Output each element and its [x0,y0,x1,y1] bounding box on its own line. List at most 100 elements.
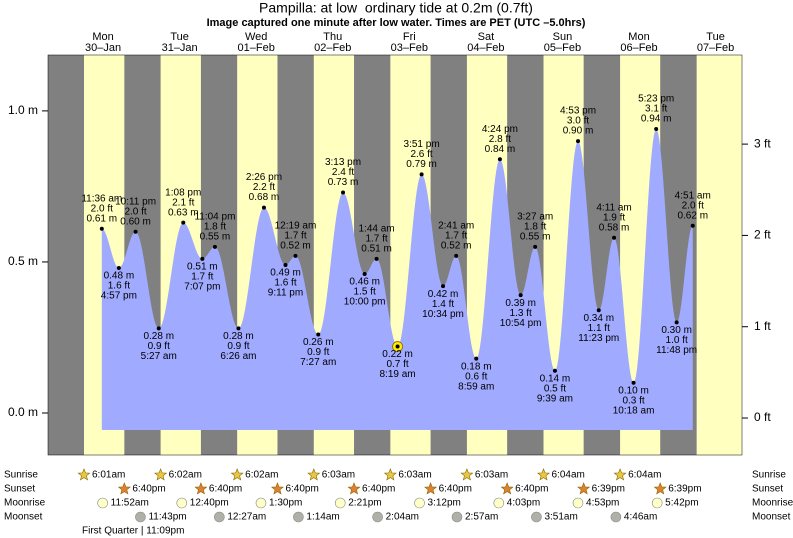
day-date: 07–Feb [697,42,734,54]
tide-label: 4:57 pm [101,291,137,302]
event-icon [451,511,463,523]
tide-label: 2.0 ft [682,200,704,211]
event-icon [194,482,208,495]
tide-label: 5:27 am [141,351,177,362]
row-label: Moonrise [752,498,793,509]
event-icon [460,468,474,481]
event-time: 6:40pm [132,484,165,495]
tide-label: 2:41 am [438,221,474,232]
chart-title: Pampilla: at low ordinary tide at 0.2m (… [259,0,533,16]
tide-point [362,272,367,277]
row-label: Moonset [752,512,791,523]
day-date: 06–Feb [620,42,657,54]
event-time: 6:39pm [668,484,701,495]
tide-label: 8:19 am [379,369,415,380]
tide-label: 0.62 m [677,210,708,221]
tide-point [261,205,266,210]
y2-tick-label: 3 ft [754,136,771,150]
tide-label: 1.0 ft [666,335,688,346]
day-date: 30–Jan [85,42,121,54]
tide-label: 1.4 ft [432,299,454,310]
event-icon [372,511,383,523]
y2-tick-label: 2 ft [754,228,771,242]
tide-label: 0.55 m [200,231,231,242]
event-icon [230,468,244,481]
tide-point [419,172,424,177]
tide-point [631,380,636,385]
tide-label: 0.3 ft [622,395,644,406]
tide-point [99,226,104,231]
event-icon [270,482,284,495]
event-time: 6:02am [245,470,278,481]
tide-label: 0.9 ft [227,341,249,352]
event-icon [500,482,514,495]
event-time: 6:01am [92,470,125,481]
event-time: 11:43pm [148,512,186,523]
event-time: 6:40pm [362,484,395,495]
tide-label: 2.2 ft [253,182,275,193]
tide-label: 2.4 ft [332,167,354,178]
event-icon [154,468,168,481]
tide-label: 0.18 m [461,361,492,372]
tide-label: 11:04 pm [194,211,235,222]
event-icon [307,468,321,481]
event-icon [537,468,551,481]
y2-tick-label: 0 ft [754,410,771,424]
day-date: 31–Jan [162,42,198,54]
tide-label: 1.6 ft [274,278,296,289]
event-time: 2:04am [386,512,419,523]
day-weekday: Sun [553,31,573,43]
tide-point [316,332,321,337]
tide-label: 0.26 m [303,337,334,348]
tide-label: 10:34 pm [422,309,464,320]
tide-label: 1:44 am [358,224,394,235]
event-time: 6:40pm [515,484,548,495]
tide-label: 0.63 m [168,207,199,218]
event-icon [613,468,627,481]
event-icon [176,497,188,509]
tide-point [596,308,601,313]
tide-label: 4:11 am [596,202,631,213]
tide-point [552,368,557,373]
event-icon [414,497,425,509]
tide-label: 2.0 ft [124,206,146,217]
tide-label: 0.90 m [563,126,594,137]
tide-label: 1.7 ft [365,234,387,245]
tide-label: 0.51 m [361,244,392,255]
event-time: 3:51am [544,512,577,523]
tide-label: 10:18 am [613,405,655,416]
event-time: 4:53pm [586,498,619,509]
event-time: 6:39pm [592,484,625,495]
tide-label: 10:11 pm [115,196,156,207]
event-time: 1:30pm [269,498,302,509]
tide-label: 0.34 m [583,313,614,324]
tide-label: 0.7 ft [386,359,408,370]
day-weekday: Sat [478,31,495,43]
y2-tick-label: 1 ft [754,319,771,333]
tide-label: 0.10 m [618,385,649,396]
tide-label: 2.8 ft [489,134,511,145]
tide-label: 0.51 m [187,262,218,273]
event-time: 5:42pm [665,498,698,509]
event-icon [214,511,225,523]
day-date: 03–Feb [391,42,428,54]
y-tick-label: 0.0 m [8,405,38,419]
tide-label: 0.42 m [428,289,459,300]
tide-label: 0.30 m [661,325,692,336]
tide-label: 2.0 ft [91,203,113,214]
tide-label: 0.94 m [641,114,672,125]
event-icon [531,511,542,523]
tide-label: 0.73 m [328,177,359,188]
row-label: Sunrise [752,470,786,481]
tide-label: 1.1 ft [588,323,610,334]
tide-label: 10:54 pm [500,318,542,329]
event-time: 1:14am [306,512,339,523]
event-icon [493,497,505,509]
event-time: 3:12pm [428,498,461,509]
event-time: 12:27am [227,512,266,523]
row-label: Moonset [4,512,43,523]
event-icon [572,497,584,509]
tide-label: 0.52 m [280,241,311,252]
tide-label: 1.8 ft [524,221,546,232]
